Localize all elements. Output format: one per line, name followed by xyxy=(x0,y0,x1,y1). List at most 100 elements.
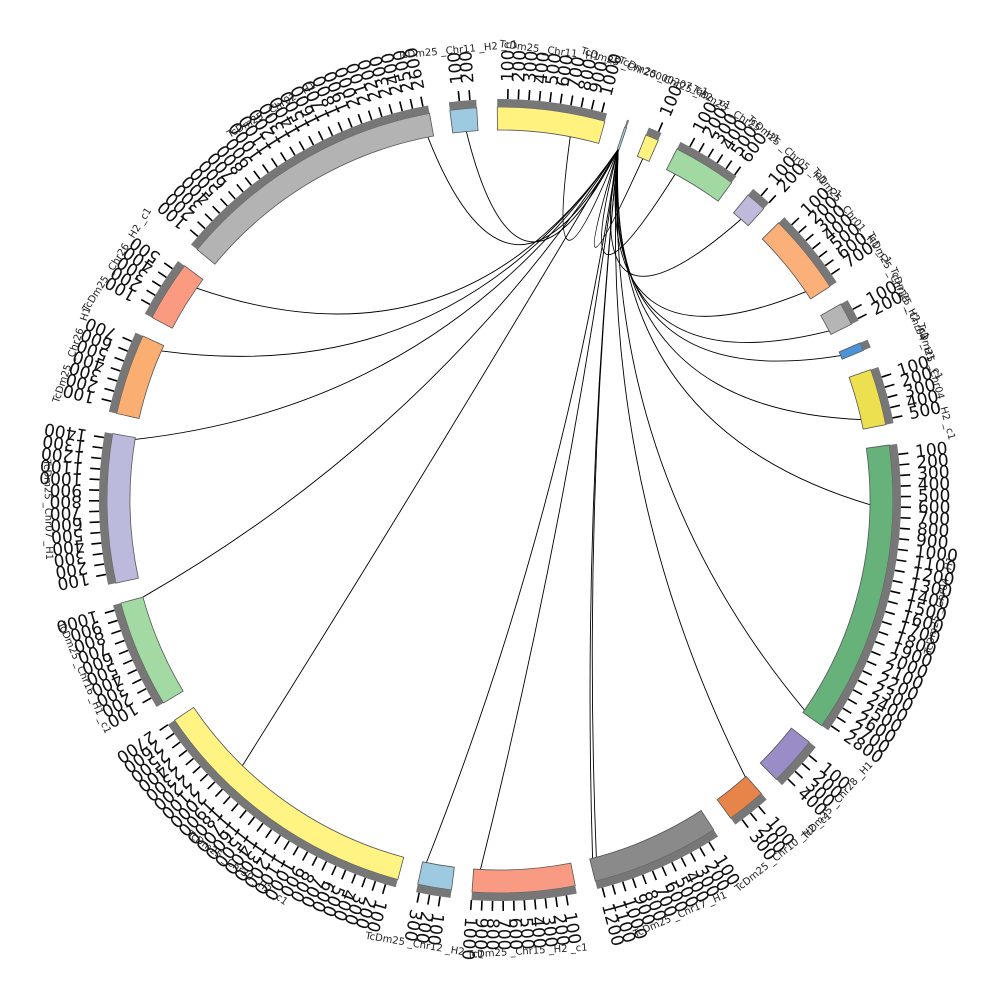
tick-mark-c3 xyxy=(659,123,663,132)
tick-mark-c16 xyxy=(160,725,168,731)
tick-mark-c9 xyxy=(893,416,903,418)
tick-mark-c22 xyxy=(469,90,470,100)
tick-mark-c1 xyxy=(560,94,562,104)
tick-mark-c14 xyxy=(556,897,557,907)
tick-mark-c13 xyxy=(709,842,714,851)
tick-mark-c19 xyxy=(102,399,112,401)
tick-mark-c5 xyxy=(769,195,776,202)
tick-mark-c18 xyxy=(92,447,102,448)
tick-mark-c13 xyxy=(602,888,605,898)
chromosome-label-c18: TcDm25 _Chr07 _H1 xyxy=(41,458,54,560)
tick-mark-c17 xyxy=(132,679,141,683)
tick-mark-c21 xyxy=(379,107,382,117)
tick-mark-c16 xyxy=(372,881,375,891)
tick-mark-c4 xyxy=(717,155,722,163)
tick-mark-c17 xyxy=(105,610,115,613)
tick-mark-c13 xyxy=(662,867,666,876)
tick-mark-c10 xyxy=(895,570,905,572)
tick-mark-c21 xyxy=(272,158,278,166)
tick-mark-c19 xyxy=(111,368,120,371)
tick-mark-c6 xyxy=(831,269,839,275)
tick-mark-c15 xyxy=(439,896,440,906)
tick-mark-c16 xyxy=(172,742,180,748)
tick-mark-c9 xyxy=(882,374,892,377)
tick-mark-c18 xyxy=(90,522,100,523)
tick-mark-c21 xyxy=(220,199,227,206)
tick-mark-c9 xyxy=(888,395,898,398)
tick-mark-c13 xyxy=(623,882,626,892)
tick-mark-c18 xyxy=(90,479,100,480)
tick-mark-c17 xyxy=(108,620,118,623)
tick-mark-c10 xyxy=(858,680,867,684)
tick-mark-c10 xyxy=(831,726,839,732)
tick-mark-c14 xyxy=(471,900,472,910)
tick-mark-c21 xyxy=(290,147,295,156)
tick-mark-c21 xyxy=(318,131,322,140)
links-layer xyxy=(135,132,870,870)
tick-mark-c13 xyxy=(613,885,616,895)
link-c2-c17 xyxy=(143,149,618,597)
tick-mark-c16 xyxy=(293,847,298,856)
tick-mark-c21 xyxy=(369,111,372,120)
tick-mark-c10 xyxy=(900,528,910,529)
tick-mark-c4 xyxy=(708,149,713,158)
tick-mark-c4 xyxy=(690,138,695,147)
tick-mark-c18 xyxy=(91,457,101,458)
tick-mark-c13 xyxy=(672,862,676,871)
tick-mark-c6 xyxy=(825,260,833,266)
tick-mark-c10 xyxy=(871,652,880,656)
tick-mark-c11 xyxy=(809,755,817,761)
tick-mark-c10 xyxy=(888,601,898,604)
tick-mark-c10 xyxy=(837,717,845,722)
tick-mark-c21 xyxy=(229,191,236,199)
tick-mark-c21 xyxy=(389,104,392,114)
tick-mark-c6 xyxy=(799,226,806,233)
tick-mark-c16 xyxy=(208,782,215,789)
chromosome-segment-c3 xyxy=(637,135,658,161)
tick-mark-c17 xyxy=(128,670,137,674)
tick-mark-c10 xyxy=(863,671,872,675)
tick-mark-c13 xyxy=(681,858,686,867)
link-c2-c16 xyxy=(242,149,618,765)
tick-mark-c10 xyxy=(898,549,908,550)
tick-mark-c10 xyxy=(893,581,903,583)
tick-mark-c11 xyxy=(788,779,795,786)
tick-mark-c9 xyxy=(885,384,895,387)
tick-mark-c16 xyxy=(186,758,194,764)
tick-mark-c16 xyxy=(275,835,280,843)
tick-mark-c10 xyxy=(897,560,907,561)
tick-mark-c10 xyxy=(882,622,892,625)
tick-mark-c12 xyxy=(742,820,748,828)
tick-mark-c16 xyxy=(257,823,263,831)
tick-mark-c10 xyxy=(891,591,901,593)
chromosome-segment-c2 xyxy=(617,127,626,149)
tick-mark-c10 xyxy=(875,642,884,646)
tick-mark-c10 xyxy=(900,475,910,476)
tick-mark-c19 xyxy=(108,378,118,381)
tick-mark-c21 xyxy=(198,222,205,229)
tick-mark-c18 xyxy=(91,543,101,544)
tick-mark-c21 xyxy=(281,152,286,160)
tick-mark-c19 xyxy=(118,347,127,351)
tick-mark-c14 xyxy=(545,898,546,908)
tick-mark-c18 xyxy=(90,532,100,533)
tick-mark-c21 xyxy=(213,206,220,213)
tick-mark-c16 xyxy=(303,852,308,861)
tick-mark-c17 xyxy=(115,640,124,644)
tick-mark-c20 xyxy=(164,263,172,269)
tick-mark-c13 xyxy=(633,878,636,887)
tick-mark-c16 xyxy=(383,884,386,894)
tick-mark-c16 xyxy=(332,866,336,875)
tick-mark-c20 xyxy=(152,281,160,286)
tick-mark-c16 xyxy=(223,797,230,804)
tick-mark-c16 xyxy=(215,789,222,796)
tick-mark-c21 xyxy=(263,165,269,173)
tick-mark-c13 xyxy=(643,875,647,884)
link-c2-c1 xyxy=(563,137,618,241)
tick-mark-c6 xyxy=(813,242,821,248)
tick-mark-c21 xyxy=(190,230,198,237)
tick-mark-c10 xyxy=(843,708,852,713)
tick-mark-c19 xyxy=(104,388,114,391)
